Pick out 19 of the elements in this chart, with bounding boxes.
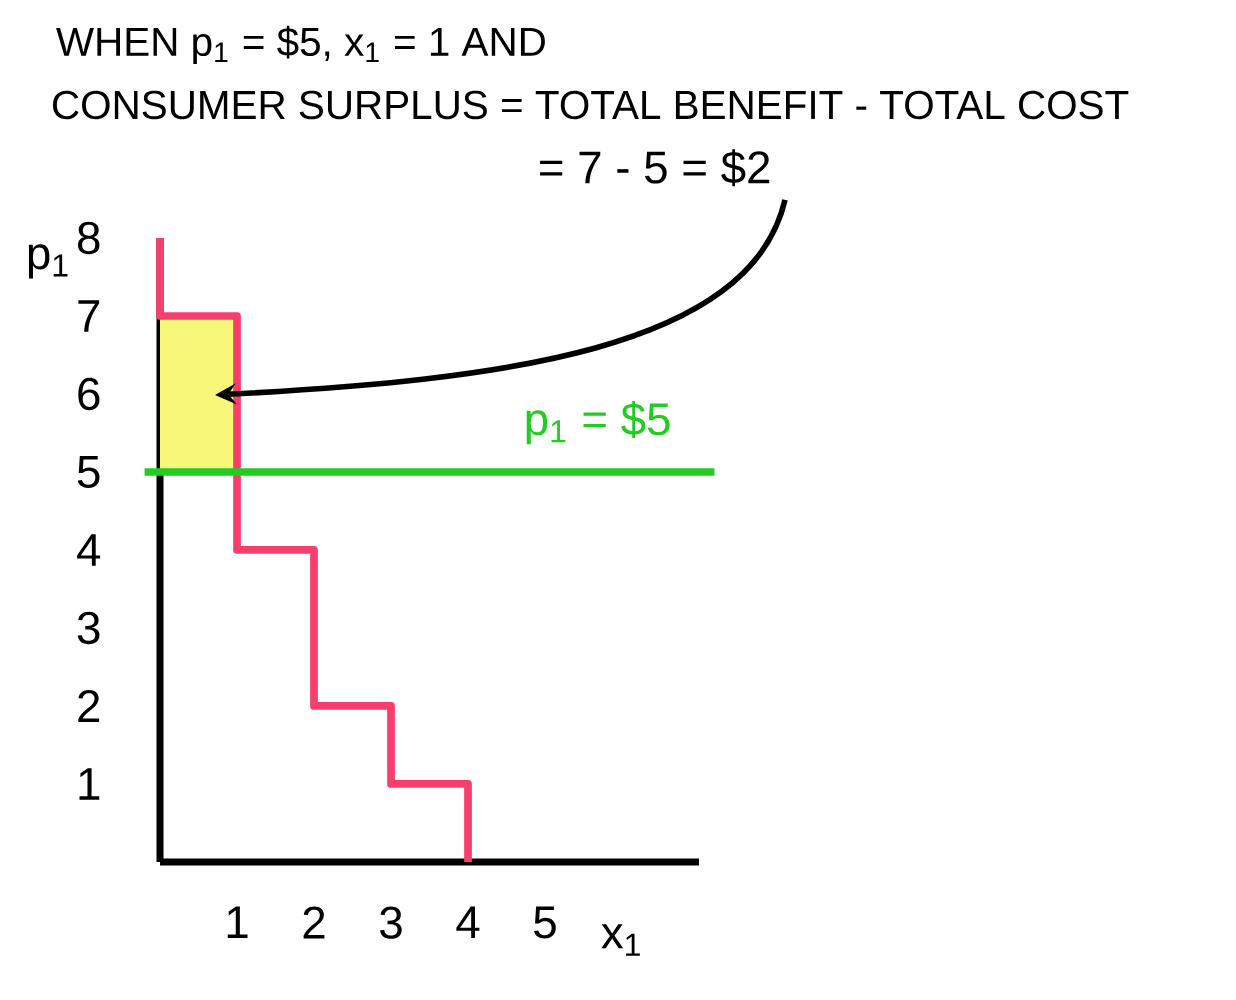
y-tick-label: 7 xyxy=(78,300,100,332)
y-tick-label: 1 xyxy=(79,768,100,800)
y-tick-label: 3 xyxy=(77,611,100,645)
x-tick-label: 1 xyxy=(227,906,248,938)
x-axis-title: x$_{1}$ xyxy=(601,924,640,956)
x-tick-label: 2 xyxy=(303,906,325,939)
x-tick-label: 3 xyxy=(380,906,402,939)
y-axis-title: p$_{1}$ xyxy=(28,244,68,279)
y-tick-label: 5 xyxy=(77,456,100,488)
ref-line-label: p$_{1}$ = $5 xyxy=(526,401,670,445)
x-tick-label: 5 xyxy=(534,906,556,939)
y-tick-label: 4 xyxy=(77,534,101,566)
y-tick-label: 8 xyxy=(78,221,100,255)
text: = 7 - 5 = $2 xyxy=(540,149,770,187)
x-tick-label: 4 xyxy=(456,906,480,938)
chart-title: WHEN p$_{1}$ = $5, x$_{1}$ = 1 AND xyxy=(56,25,545,65)
y-tick-label: 6 xyxy=(78,377,100,411)
chart-subtitle: CONSUMER SURPLUS = TOTAL BENEFIT - TOTAL COST xyxy=(52,90,1129,120)
y-tick-label: 2 xyxy=(78,690,100,722)
